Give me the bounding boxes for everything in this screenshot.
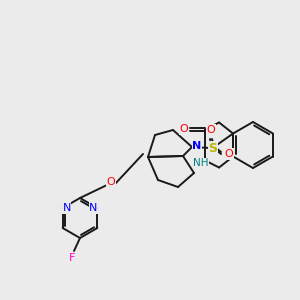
Text: N: N: [192, 141, 202, 151]
Text: F: F: [69, 253, 75, 263]
Text: NH: NH: [193, 158, 209, 169]
Text: S: S: [208, 142, 217, 154]
Text: O: O: [180, 124, 188, 134]
Text: N: N: [89, 203, 98, 213]
Text: O: O: [225, 149, 233, 159]
Text: N: N: [62, 203, 71, 213]
Text: O: O: [106, 177, 116, 187]
Text: O: O: [207, 125, 215, 135]
